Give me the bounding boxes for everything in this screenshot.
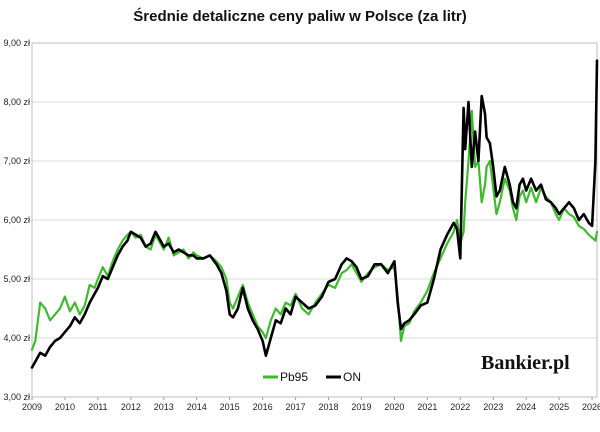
series-lines [30,59,599,369]
x-tick-label: 2026 [582,402,600,412]
bankier-logo: Bankier.pl [481,352,570,374]
gridlines [32,42,597,398]
legend-label-on: ON [343,370,361,384]
y-tick-label: 3,00 zł [3,392,30,402]
chart-title: Średnie detaliczne ceny paliw w Polsce (… [133,7,466,25]
x-tick-label: 2017 [286,402,306,412]
x-tick-label: 2020 [384,402,404,412]
y-tick-label: 5,00 zł [3,274,30,284]
y-tick-label: 6,00 zł [3,215,30,225]
y-tick-label: 9,00 zł [3,38,30,48]
x-tick-label: 2022 [450,402,470,412]
x-tick-label: 2019 [351,402,371,412]
y-tick-label: 8,00 zł [3,97,30,107]
y-tick-label: 4,00 zł [3,333,30,343]
legend: Pb95 ON [263,370,361,384]
series-line-on [30,59,599,369]
x-tick-label: 2012 [121,402,141,412]
x-axis-ticks: 2009 2010 2011 2012 2013 2014 2015 2016 2017 2018… [22,397,600,412]
x-tick-label: 2023 [483,402,503,412]
x-tick-label: 2009 [22,402,42,412]
x-tick-label: 2021 [417,402,437,412]
x-tick-label: 2013 [154,402,174,412]
x-tick-label: 2011 [88,402,107,412]
x-tick-label: 2010 [55,402,75,412]
series-line-pb95 [30,109,599,351]
legend-label-pb95: Pb95 [280,370,308,384]
x-tick-label: 2018 [318,402,338,412]
watermark-text: Bankier.pl [481,352,570,374]
y-tick-label: 7,00 zł [3,156,30,166]
plot-frame [31,42,598,398]
x-tick-label: 2016 [253,402,273,412]
y-axis-ticks: 3,00 zł 4,00 zł 5,00 zł 6,00 zł 7,00 zł 8,00 … [3,38,30,402]
x-tick-label: 2024 [516,402,536,412]
x-tick-label: 2014 [187,402,207,412]
x-tick-label: 2015 [220,402,240,412]
x-tick-label: 2025 [549,402,569,412]
